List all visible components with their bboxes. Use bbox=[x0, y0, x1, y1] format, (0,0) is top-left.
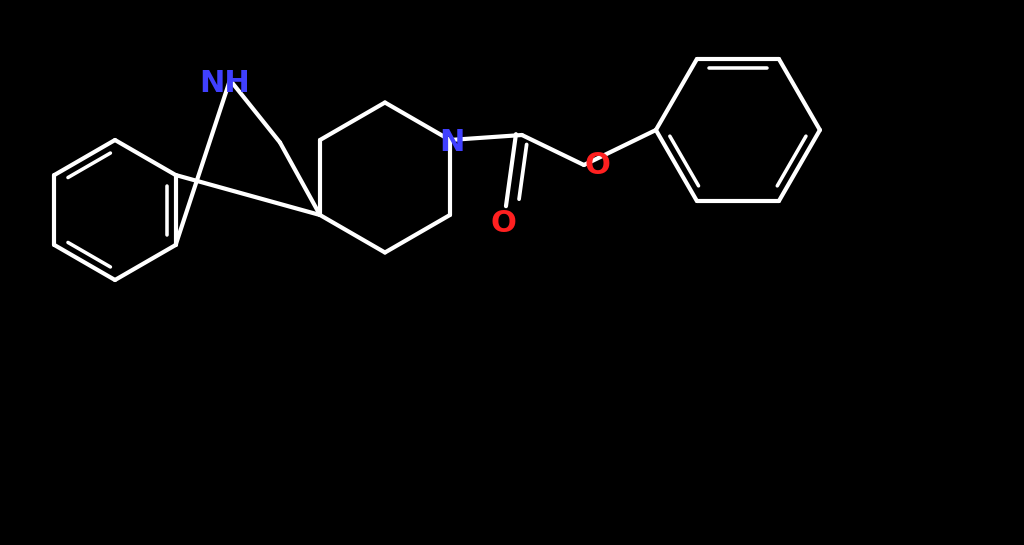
Text: O: O bbox=[490, 209, 517, 238]
Text: NH: NH bbox=[200, 69, 251, 98]
Text: N: N bbox=[439, 128, 465, 156]
Text: O: O bbox=[585, 150, 611, 179]
